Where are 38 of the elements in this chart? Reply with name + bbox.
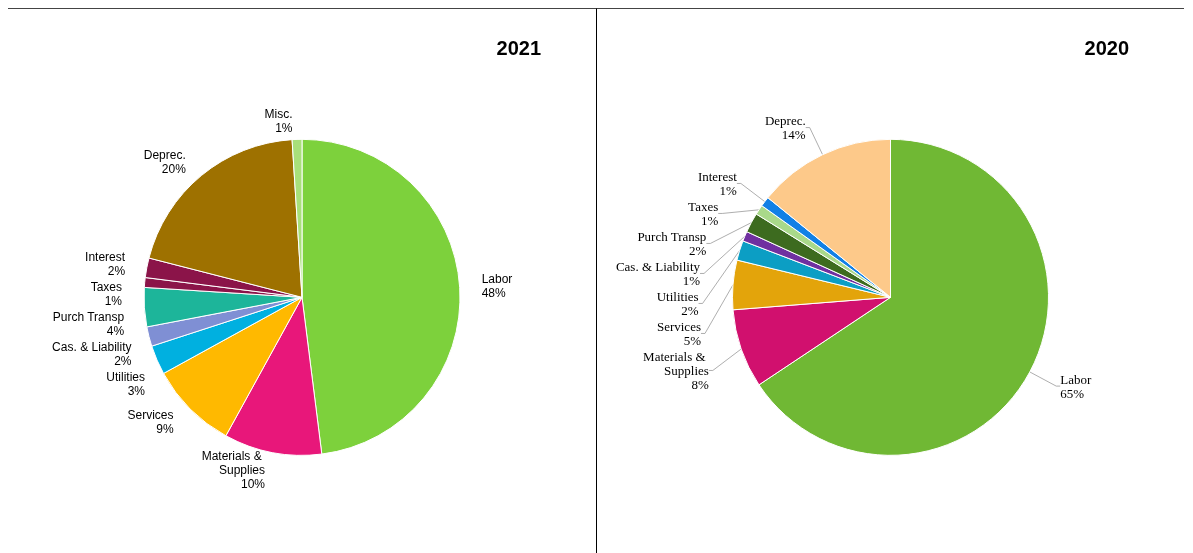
slice-label: Labor <box>1060 371 1092 387</box>
chart-title: 2021 <box>496 37 542 59</box>
data-label: 1% <box>700 212 719 228</box>
data-label: 5% <box>683 332 702 348</box>
slice-label: Cas. & Liability <box>52 340 132 355</box>
data-label: 1% <box>275 121 293 136</box>
slice-label: Materials & Supplies <box>201 449 266 478</box>
data-label: 1% <box>719 182 738 198</box>
slice-label: Taxes <box>688 198 719 214</box>
slice-label: Services <box>656 318 701 334</box>
data-label: 3% <box>127 384 146 399</box>
slice-label: Labor <box>481 272 513 287</box>
data-label: 1% <box>104 294 123 309</box>
chart-title: 2020 <box>1084 37 1130 59</box>
slice-label: Misc. <box>264 107 293 122</box>
slice-label: Cas. & Liability <box>615 258 701 274</box>
slice-label: Taxes <box>90 280 123 295</box>
slice-label: Purch Transp <box>637 228 707 244</box>
slice-label: Utilities <box>656 288 699 304</box>
data-label: 10% <box>240 477 266 492</box>
data-label: 65% <box>1060 385 1085 401</box>
slice-label: Interest <box>85 250 126 265</box>
data-label: 2% <box>114 354 132 369</box>
data-label: 48% <box>481 286 506 301</box>
slice-label: Services <box>127 407 174 422</box>
data-label: 2% <box>681 302 699 318</box>
data-label: 14% <box>781 127 806 143</box>
slice-label: Deprec. <box>764 113 806 129</box>
data-label: 20% <box>161 161 187 176</box>
data-label: 2% <box>107 264 126 279</box>
data-label: 8% <box>691 376 709 392</box>
slice-label: Purch Transp <box>52 310 125 325</box>
data-label: 4% <box>106 324 125 339</box>
slice-label: Interest <box>697 168 738 184</box>
slice-label: Deprec. <box>143 147 186 162</box>
slice-label: Utilities <box>106 370 146 385</box>
data-label: 9% <box>156 421 174 436</box>
slice-label: Materials & Supplies <box>643 348 709 378</box>
